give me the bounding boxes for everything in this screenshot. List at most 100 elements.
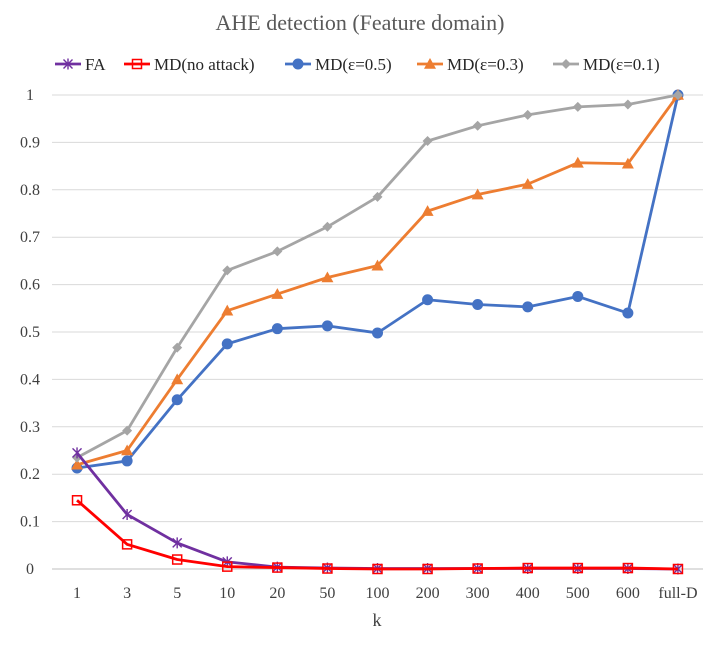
data-point	[71, 458, 84, 470]
data-point	[272, 562, 283, 573]
x-tick-label: 50	[319, 585, 335, 602]
data-point	[622, 307, 634, 319]
data-point	[472, 563, 483, 574]
x-tick-labels: 1 3 5 10 20 50 100 200 300 400 500 600 full-D	[73, 585, 697, 602]
series-line	[76, 93, 679, 459]
series-layer	[71, 89, 684, 575]
legend: FA MD(no attack) MD(ε=0.5) MD(ε=0.3) MD(ε=0.…	[55, 55, 660, 74]
series-MD(no attack)	[71, 495, 684, 575]
legend-item: MD(ε=0.1)	[553, 55, 660, 74]
legend-label: MD(no attack)	[154, 55, 255, 74]
data-point	[372, 563, 383, 575]
data-point	[171, 554, 183, 565]
data-point	[422, 135, 433, 146]
data-point	[472, 120, 483, 131]
y-tick-label: 0	[26, 561, 34, 578]
data-point	[522, 301, 534, 313]
data-point	[672, 90, 683, 100]
data-point	[222, 265, 233, 276]
y-tick-label: 0.8	[20, 182, 40, 199]
data-point	[622, 99, 633, 110]
y-tick-labels: 0 0.1 0.2 0.3 0.4 0.5 0.6 0.7 0.8 0.9 1	[20, 87, 40, 578]
y-tick-label: 0.7	[20, 229, 40, 246]
data-point	[121, 539, 133, 550]
data-point	[372, 191, 383, 202]
data-point	[321, 320, 333, 332]
series-MD(ε=0.5)	[71, 89, 684, 474]
data-point	[172, 342, 183, 353]
y-tick-label: 0.6	[20, 277, 40, 294]
legend-label: FA	[85, 55, 106, 74]
legend-item: FA	[55, 55, 106, 74]
series-MD(ε=0.3)	[71, 89, 684, 470]
data-point	[571, 156, 584, 168]
y-tick-label: 0.1	[20, 514, 40, 531]
data-point	[271, 323, 283, 335]
data-point	[572, 290, 584, 302]
y-tick-label: 0.5	[20, 324, 40, 341]
data-point	[471, 188, 484, 200]
x-tick-label: 5	[173, 585, 181, 602]
x-tick-label: 100	[366, 585, 390, 602]
data-point	[272, 246, 283, 257]
data-point	[622, 562, 634, 574]
data-point	[421, 205, 434, 216]
series-line	[76, 94, 680, 467]
series-line	[75, 451, 678, 571]
x-tick-label: 1	[73, 585, 81, 602]
x-tick-label: 200	[416, 585, 440, 602]
data-point	[621, 157, 634, 169]
series-line	[76, 94, 680, 470]
data-point	[171, 373, 184, 385]
legend-marker	[131, 58, 143, 70]
data-point	[572, 101, 583, 112]
data-point	[322, 563, 333, 574]
data-point	[371, 259, 384, 271]
data-point	[122, 425, 133, 436]
data-point	[271, 288, 284, 299]
x-tick-label: full-D	[658, 585, 697, 602]
data-point	[121, 455, 133, 467]
data-point	[572, 562, 584, 574]
data-point	[422, 294, 434, 306]
legend-label: MD(ε=0.3)	[447, 55, 524, 74]
x-tick-label: 600	[616, 585, 640, 602]
legend-label: MD(ε=0.1)	[583, 55, 660, 74]
legend-item: MD(ε=0.3)	[417, 55, 524, 74]
data-point	[372, 327, 383, 339]
data-point	[171, 394, 183, 406]
chart-title: AHE detection (Feature domain)	[216, 10, 505, 35]
data-point	[221, 304, 234, 316]
data-point	[672, 563, 683, 575]
y-tick-label: 0.3	[20, 419, 40, 436]
legend-marker	[424, 58, 436, 69]
data-point	[672, 563, 684, 575]
legend-item: MD(no attack)	[124, 55, 255, 74]
legend-marker	[561, 59, 571, 69]
x-tick-label: 3	[123, 585, 131, 602]
legend-label: MD(ε=0.5)	[315, 55, 392, 74]
data-point	[422, 563, 433, 575]
data-point	[221, 338, 233, 350]
y-tick-label: 0.9	[20, 134, 40, 151]
legend-marker	[63, 58, 73, 70]
data-point	[521, 178, 534, 189]
data-point	[522, 562, 533, 574]
y-tick-label: 0.2	[20, 466, 40, 483]
data-point	[72, 447, 83, 459]
x-axis-label: k	[373, 610, 382, 630]
data-point	[522, 109, 533, 120]
x-tick-label: 400	[516, 585, 540, 602]
data-point	[222, 561, 233, 572]
data-point	[322, 221, 333, 232]
legend-marker	[292, 58, 304, 70]
x-tick-label: 500	[566, 585, 590, 602]
data-point	[472, 299, 484, 311]
data-point	[172, 537, 183, 549]
data-point	[121, 444, 134, 456]
data-point	[321, 271, 334, 283]
series-MD(ε=0.1)	[72, 90, 683, 463]
x-tick-label: 10	[219, 585, 235, 602]
x-tick-label: 300	[466, 585, 490, 602]
